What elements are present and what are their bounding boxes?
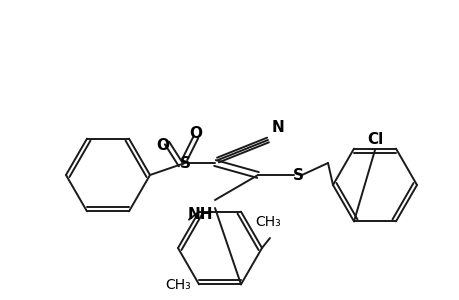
Text: N: N — [271, 121, 284, 136]
Text: CH₃: CH₃ — [165, 278, 190, 292]
Text: CH₃: CH₃ — [255, 215, 280, 229]
Text: Cl: Cl — [366, 133, 382, 148]
Text: O: O — [189, 125, 202, 140]
Text: O: O — [156, 137, 169, 152]
Text: NH: NH — [187, 208, 212, 223]
Text: S: S — [292, 167, 303, 182]
Text: S: S — [179, 155, 190, 170]
